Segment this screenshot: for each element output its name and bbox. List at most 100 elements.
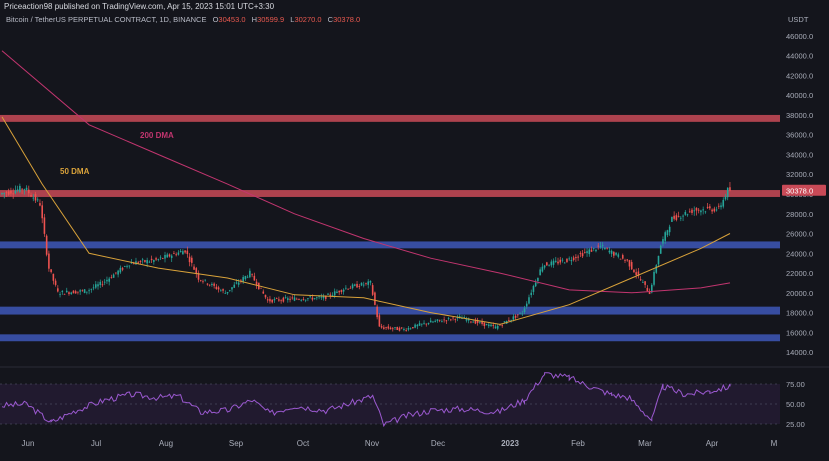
price-axis[interactable]: 46000.0 44000.0 42000.0 40000.0 38000.0 36000… <box>0 32 829 368</box>
candle-body <box>124 266 126 267</box>
candle-body <box>566 258 568 263</box>
candle-body <box>438 319 441 321</box>
candle-body <box>633 269 635 273</box>
candle-body <box>458 316 461 317</box>
candle-body <box>512 316 515 320</box>
candle-body <box>313 298 316 300</box>
price-tick-label: 34000.0 <box>786 151 813 160</box>
candle-body <box>184 250 186 253</box>
candle-body <box>193 266 195 270</box>
candle-body <box>141 259 144 261</box>
candle-body <box>416 324 419 327</box>
rsi-tick-label: 75.00 <box>786 380 805 389</box>
price-tick-label: 14000.0 <box>786 348 813 357</box>
candle-body <box>356 283 358 288</box>
candle-body <box>688 211 691 213</box>
candle-body <box>695 207 698 211</box>
candle-body <box>148 261 151 263</box>
time-tick-label: Jun <box>22 439 35 448</box>
candle-body <box>525 303 528 307</box>
candle-body <box>642 282 644 283</box>
candle-body <box>121 268 124 270</box>
candle-body <box>715 209 718 211</box>
candle-body <box>532 286 535 292</box>
candle-body <box>186 250 189 255</box>
candle-body <box>72 290 75 294</box>
candle-body <box>537 277 539 282</box>
time-axis[interactable]: Jun Jul Aug Sep Oct Nov Dec 2023 Feb Mar Apr M <box>22 439 778 448</box>
candle-body <box>508 320 510 321</box>
candle-body <box>684 211 687 215</box>
candle-body <box>608 250 611 253</box>
candle-body <box>39 203 41 206</box>
resistance-band <box>0 190 780 197</box>
candle-body <box>204 279 207 281</box>
candle-body <box>474 319 477 324</box>
candle-body <box>92 287 95 289</box>
candle-body <box>32 197 35 199</box>
price-tick-label: 26000.0 <box>786 230 813 239</box>
candle-body <box>409 328 412 330</box>
candle-body <box>702 209 704 211</box>
candle-body <box>418 323 421 326</box>
candle-body <box>648 291 651 295</box>
price-tick-label: 46000.0 <box>786 32 813 41</box>
candle-body <box>552 260 555 265</box>
time-tick-label: Sep <box>229 439 244 448</box>
candle-body <box>70 292 73 294</box>
candle-body <box>45 235 48 255</box>
candle-body <box>222 289 224 291</box>
candle-body <box>94 284 97 288</box>
candle-body <box>559 259 562 263</box>
candle-body <box>454 319 457 321</box>
candle-body <box>412 327 414 329</box>
candle-body <box>304 299 307 301</box>
candle-body <box>226 291 229 294</box>
candle-body <box>371 285 374 295</box>
candle-body <box>19 185 21 192</box>
candle-body <box>450 319 452 321</box>
symbol-name[interactable]: Bitcoin / TetherUS PERPETUAL CONTRACT, 1… <box>6 15 207 24</box>
candle-body <box>447 318 450 319</box>
candle-body <box>461 318 463 319</box>
candle-body <box>543 265 546 268</box>
candle-body <box>691 209 693 213</box>
candle-body <box>668 226 671 233</box>
candle-body <box>713 208 716 212</box>
candle-body <box>266 299 269 301</box>
candle-body <box>378 315 381 327</box>
candle-body <box>595 249 597 252</box>
candle-body <box>624 260 626 261</box>
candle-body <box>601 245 604 247</box>
low-value: 30270.0 <box>294 15 322 24</box>
candle-body <box>584 252 586 253</box>
candle-body <box>680 217 682 219</box>
candle-body <box>425 323 428 325</box>
candle-body <box>12 193 14 195</box>
candle-body <box>563 262 566 264</box>
candle-body <box>666 230 669 236</box>
candle-body <box>494 326 497 329</box>
candle-body <box>177 252 180 255</box>
candle-body <box>338 290 340 293</box>
candle-body <box>99 281 102 285</box>
publisher-text: Priceaction98 published on TradingView.c… <box>4 2 275 11</box>
candle-body <box>112 274 115 278</box>
candle-body <box>240 280 242 282</box>
candle-body <box>374 292 376 305</box>
last-price-label: 30378.0 <box>786 186 813 195</box>
candle-body <box>452 317 454 319</box>
candle-body <box>237 282 240 285</box>
candle-body <box>197 272 200 280</box>
candle-body <box>626 259 629 261</box>
candle-body <box>394 327 396 328</box>
candle-body <box>36 199 39 201</box>
candle-body <box>108 278 110 282</box>
candle-body <box>443 319 445 321</box>
candle-body <box>615 252 617 255</box>
candle-body <box>610 250 613 254</box>
candle-body <box>347 288 349 290</box>
candle-body <box>514 315 517 318</box>
candle-body <box>298 299 300 301</box>
